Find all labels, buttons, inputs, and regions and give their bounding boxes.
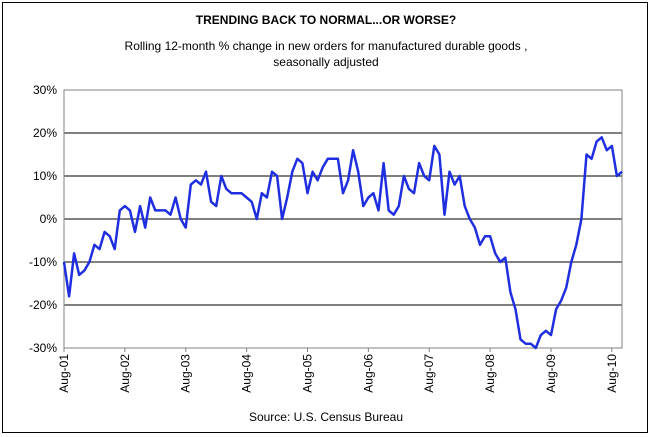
x-tick-label: Aug-10 <box>605 354 619 393</box>
x-tick-label: Aug-07 <box>422 354 436 393</box>
gridlines <box>64 132 622 306</box>
x-tick-label: Aug-05 <box>300 354 314 393</box>
y-tick-label: 30% <box>33 83 57 97</box>
y-axis: 30% 20% 10% 0% -10% -20% -30% <box>29 83 57 355</box>
y-tick-label: -10% <box>29 255 57 269</box>
y-tick-label: -20% <box>29 298 57 312</box>
x-tick-label: Aug-01 <box>57 354 71 393</box>
y-tick-label: 10% <box>33 169 57 183</box>
x-tick-label: Aug-09 <box>544 354 558 393</box>
chart-subtitle-line-2: seasonally adjusted <box>273 55 379 69</box>
chart-subtitle-line-1: Rolling 12-month % change in new orders … <box>124 39 528 53</box>
x-tick-label: Aug-06 <box>361 354 375 393</box>
x-tick-label: Aug-02 <box>118 354 132 393</box>
x-tick-label: Aug-04 <box>240 354 254 393</box>
x-axis: Aug-01 Aug-02 Aug-03 Aug-04 Aug-05 Aug-06 Aug-… <box>57 348 619 393</box>
y-tick-label: 20% <box>33 126 57 140</box>
x-tick-label: Aug-08 <box>483 354 497 393</box>
chart-frame <box>2 2 648 433</box>
y-tick-label: 0% <box>40 212 58 226</box>
series-line <box>62 136 623 350</box>
chart-source: Source: U.S. Census Bureau <box>248 410 404 424</box>
plot-area <box>63 89 623 349</box>
chart-title: TRENDING BACK TO NORMAL...OR WORSE? <box>195 13 457 27</box>
x-tick-label: Aug-03 <box>179 354 193 393</box>
y-tick-label: -30% <box>29 341 57 355</box>
chart-subtitle: Rolling 12-month % change in new orders … <box>0 38 652 70</box>
